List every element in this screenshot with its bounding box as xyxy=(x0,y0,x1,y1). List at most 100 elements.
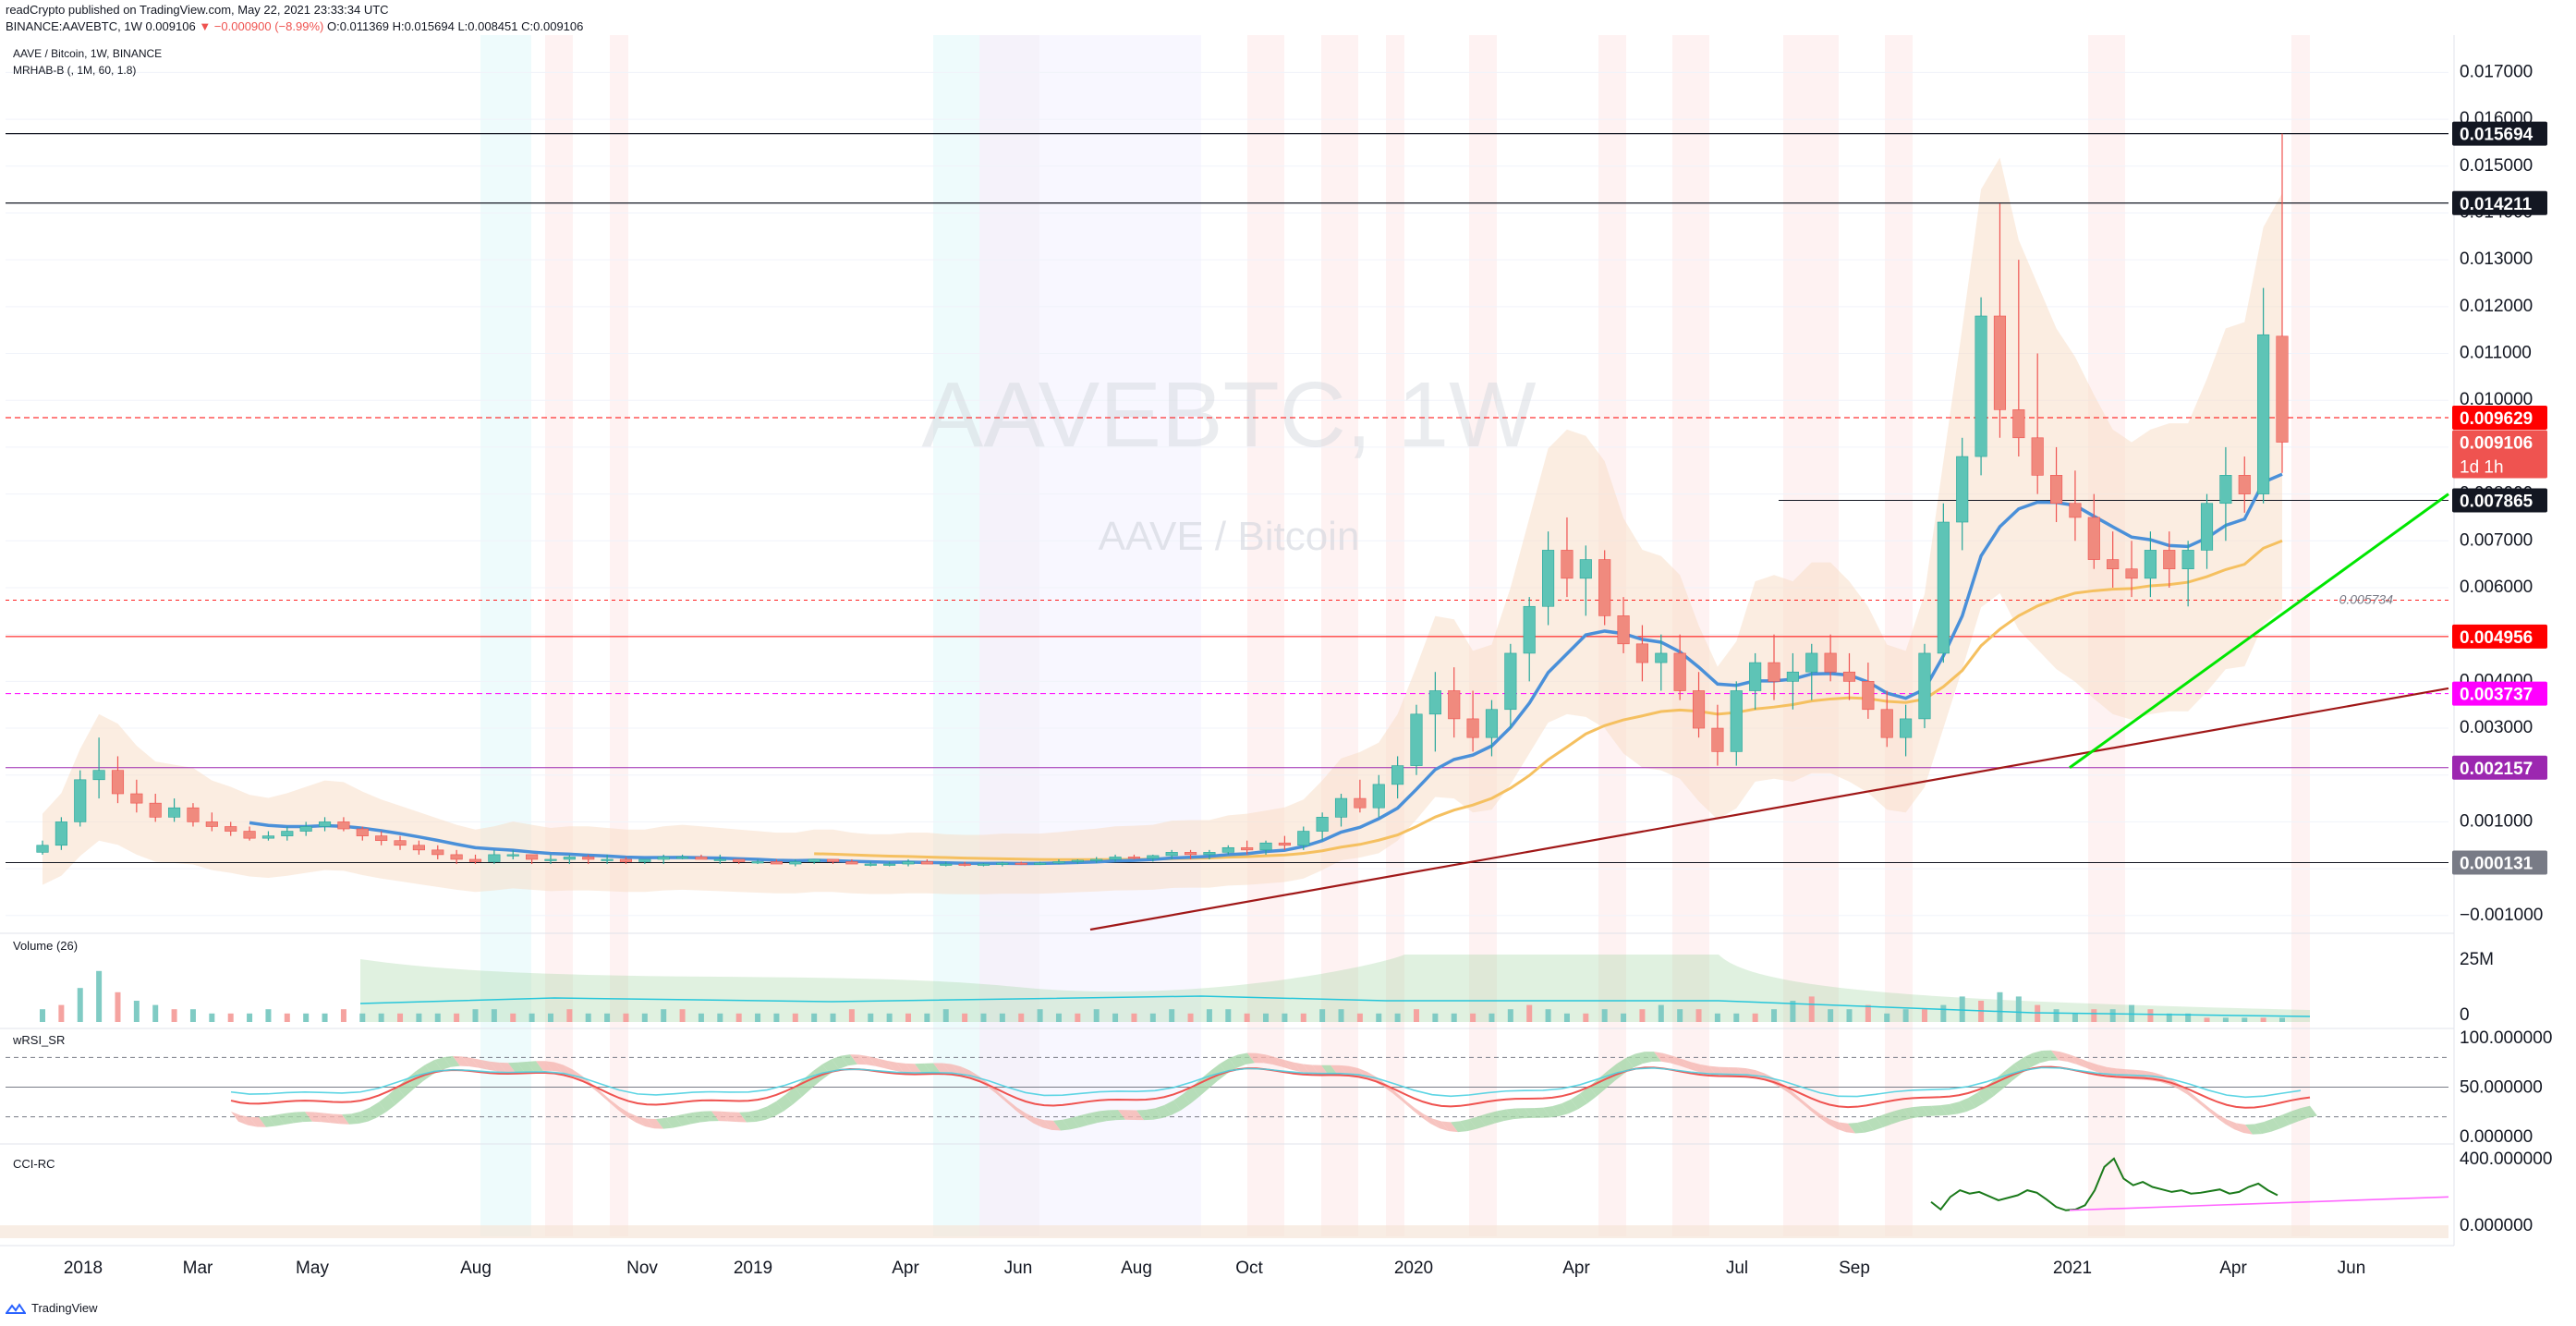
candle-body xyxy=(1900,718,1913,738)
volume-bar xyxy=(1714,1013,1720,1022)
tradingview-logo-icon xyxy=(6,1302,26,1314)
rsi-ribbon xyxy=(268,1114,285,1126)
candle-body xyxy=(2050,475,2063,505)
volume-bar xyxy=(1545,1009,1551,1022)
volume-bar xyxy=(1583,1013,1589,1022)
volume-bar xyxy=(924,1013,930,1022)
volume-bar xyxy=(1940,1004,1947,1022)
highlight-band xyxy=(1386,35,1404,1236)
candle-body xyxy=(1918,652,1931,720)
rsi-ribbon xyxy=(619,1106,636,1123)
x-tick-label: Apr xyxy=(1562,1259,1590,1278)
volume-bar xyxy=(942,1009,949,1022)
publish-info: readCrypto published on TradingView.com,… xyxy=(6,3,389,17)
price-label-box xyxy=(2452,681,2547,706)
volume-bar xyxy=(1865,1004,1871,1022)
rsi-ribbon xyxy=(416,1064,432,1081)
x-tick-label: Apr xyxy=(2219,1259,2247,1278)
rsi-ribbon xyxy=(545,1061,562,1073)
candle-body xyxy=(1334,797,1348,818)
volume-bar xyxy=(1771,1009,1778,1022)
rsi-ribbon xyxy=(2254,1122,2271,1135)
volume-bar xyxy=(340,1009,346,1022)
rsi-ribbon xyxy=(1173,1094,1190,1111)
volume-ma-line xyxy=(359,995,2311,1017)
cci-trend-line xyxy=(2069,1196,2449,1211)
volume-bar xyxy=(2072,1013,2078,1022)
rsi-ribbon xyxy=(1746,1068,1763,1080)
highlight-bands xyxy=(480,35,2310,1236)
volume-bar xyxy=(679,1009,686,1022)
candle-body xyxy=(826,858,840,862)
rsi-ribbon xyxy=(896,1062,913,1074)
candle-body xyxy=(2276,335,2289,443)
rsi-ribbon xyxy=(1432,1118,1449,1132)
candle-body xyxy=(1749,662,1762,691)
low-value: L:0.008451 xyxy=(457,19,518,33)
price-chart[interactable]: AAVEBTC, 1W AAVE / Bitcoin 0.005734 AAVE… xyxy=(0,35,2576,1296)
candle-body xyxy=(1635,643,1648,663)
candle-body xyxy=(337,821,350,830)
rsi-tick: 50.000000 xyxy=(2460,1078,2543,1098)
rsi-ribbon xyxy=(730,1112,747,1123)
volume-bar xyxy=(1997,991,2003,1022)
rsi-ribbon xyxy=(1829,1119,1846,1133)
candle-body xyxy=(1297,831,1310,846)
candle-body xyxy=(2107,559,2120,570)
volume-bar xyxy=(1695,1009,1702,1022)
rsi-ribbon xyxy=(388,1087,405,1105)
rsi-ribbon xyxy=(1275,1057,1292,1070)
rsi-ribbon xyxy=(536,1061,553,1071)
price-label-box xyxy=(2452,190,2547,215)
price-label-box xyxy=(2452,121,2547,146)
candle-body xyxy=(92,770,105,781)
volume-bar xyxy=(189,1009,196,1022)
rsi-ribbon xyxy=(2005,1063,2022,1081)
price-change: ▼ −0.000900 (−8.99%) xyxy=(199,19,324,33)
rsi-ribbon xyxy=(2273,1114,2290,1129)
candle-body xyxy=(940,863,953,866)
rsi-ribbon xyxy=(2208,1107,2225,1125)
volume-bar xyxy=(1601,1009,1608,1022)
rsi-ribbon xyxy=(1580,1086,1597,1104)
price-label-box xyxy=(2452,755,2547,780)
volume-bar xyxy=(2015,996,2022,1022)
rsi-ribbon xyxy=(462,1056,479,1068)
candle-body xyxy=(1485,709,1499,738)
candle-body xyxy=(1504,652,1517,711)
x-tick-label: 2021 xyxy=(2053,1259,2092,1278)
x-tick-label: Mar xyxy=(183,1259,213,1278)
volume-bar xyxy=(1075,1013,1081,1022)
rsi-ribbon xyxy=(1340,1064,1356,1077)
rsi-ribbon xyxy=(1885,1111,1902,1125)
legend: AAVE / Bitcoin, 1W, BINANCE MRHAB-B (, 1… xyxy=(13,47,162,77)
rsi-ribbon xyxy=(314,1112,331,1124)
volume-bar xyxy=(2053,1009,2060,1022)
volume-label: Volume (26) xyxy=(13,939,78,953)
candle-body xyxy=(1316,817,1329,832)
candle-body xyxy=(1147,855,1160,859)
rsi-ribbon xyxy=(1183,1087,1199,1104)
y-tick-label: 0.011000 xyxy=(2460,344,2532,363)
rsi-ribbon xyxy=(1894,1108,1911,1122)
rsi-ribbon xyxy=(1303,1064,1319,1076)
rsi-ribbon xyxy=(1525,1108,1541,1118)
candle-body xyxy=(506,854,519,857)
volume-bar xyxy=(40,1009,45,1022)
candle-body xyxy=(1090,858,1103,861)
price-label-box xyxy=(2452,430,2547,479)
rsi-ribbon xyxy=(721,1111,737,1123)
rsi-ribbon xyxy=(1940,1103,1957,1115)
volume-bar xyxy=(1470,1013,1476,1022)
candle-body xyxy=(883,863,896,866)
price-label: 0.009106 xyxy=(2460,434,2533,454)
candle-body xyxy=(864,863,877,866)
candle-body xyxy=(1598,559,1611,616)
rsi-ribbon xyxy=(1977,1086,1994,1103)
candle-body xyxy=(225,826,237,832)
candle-body xyxy=(1071,859,1084,862)
brown-trend-line xyxy=(1089,687,2449,931)
rsi-ribbon xyxy=(1294,1062,1310,1075)
candle-body xyxy=(1805,652,1818,673)
rsi-ribbon xyxy=(1386,1084,1403,1102)
